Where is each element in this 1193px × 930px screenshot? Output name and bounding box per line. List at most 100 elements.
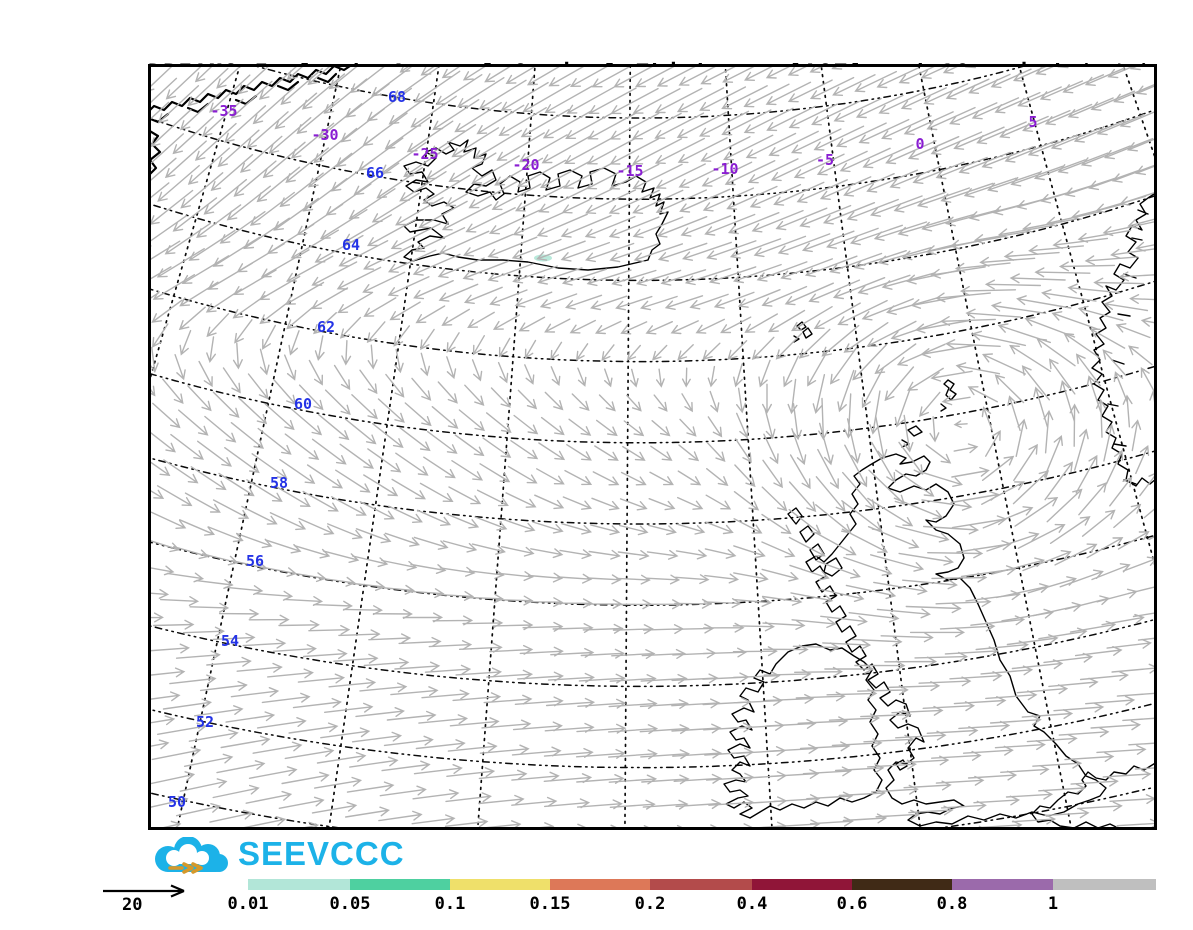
wind-arrow [902, 579, 958, 590]
wind-arrow [435, 74, 483, 106]
wind-arrow [655, 163, 706, 189]
wind-arrow [540, 161, 590, 189]
colorbar-tick-label: 0.1 [434, 894, 466, 914]
wind-arrow [1093, 277, 1145, 288]
wind-arrow [727, 340, 748, 361]
wind-arrow [527, 572, 564, 583]
wind-arrow [498, 107, 547, 136]
wind-arrow [894, 389, 911, 428]
wind-arrow [724, 160, 776, 186]
wind-arrow [481, 719, 532, 730]
wind-arrow [941, 395, 971, 406]
wind-arrow [923, 83, 969, 105]
wind-arrow [1067, 97, 1114, 119]
wind-arrow [641, 648, 687, 659]
wind-arrow [815, 476, 846, 512]
wind-arrow [997, 323, 1051, 344]
wind-arrow [862, 144, 914, 169]
wind-arrow [747, 158, 799, 184]
wind-arrow [505, 64, 541, 84]
wind-arrow [677, 496, 704, 510]
wind-arrow [809, 76, 855, 100]
wind-arrow [412, 253, 461, 276]
wind-arrow [498, 571, 534, 582]
wind-arrow [870, 554, 925, 572]
wind-arrow [511, 746, 562, 757]
wind-arrow [536, 240, 586, 261]
wind-arrow [328, 64, 361, 90]
wind-arrow [279, 172, 324, 208]
wind-arrow [788, 103, 838, 129]
latitude-label: 62 [317, 318, 335, 336]
wind-arrow [318, 103, 363, 139]
wind-arrow [812, 374, 826, 415]
wind-arrow [403, 145, 450, 178]
wind-arrow [238, 397, 268, 425]
wind-arrow [217, 129, 260, 168]
wind-arrow [249, 191, 295, 226]
wind-arrow [411, 814, 456, 825]
wind-arrow [655, 189, 707, 214]
wind-arrow [151, 323, 169, 348]
wind-arrow [822, 202, 876, 225]
wind-arrow [617, 550, 650, 560]
wind-arrow [806, 791, 854, 802]
wind-arrow [590, 295, 628, 311]
wind-arrow [1131, 419, 1142, 452]
wind-arrow [622, 445, 646, 461]
wind-arrow [284, 433, 320, 460]
wind-arrow [388, 505, 423, 523]
wind-arrow [720, 316, 752, 334]
wind-arrow [721, 85, 768, 110]
wind-arrow [421, 689, 470, 700]
wind-arrow [654, 87, 703, 114]
wind-arrow [552, 623, 594, 633]
wind-arrow [761, 285, 808, 307]
wind-arrow [601, 344, 615, 361]
wind-arrow [236, 532, 273, 549]
wind-arrow [316, 751, 367, 764]
wind-arrow [986, 531, 1040, 552]
wind-arrow [871, 441, 896, 483]
wind-arrow [359, 682, 408, 693]
coastline-path [316, 72, 338, 84]
wind-arrow [958, 151, 1011, 174]
wind-arrow [197, 440, 232, 467]
wind-arrow [619, 498, 648, 511]
colorbar-segment [650, 879, 752, 890]
wind-arrow [379, 785, 427, 797]
wind-arrow [224, 447, 260, 474]
wind-arrow [702, 342, 721, 361]
wind-arrow [855, 94, 904, 119]
wind-arrow [194, 64, 216, 83]
wind-arrow [530, 548, 564, 559]
wind-arrow [921, 499, 973, 511]
wind-arrow [761, 541, 796, 558]
wind-arrow [224, 105, 267, 143]
wind-arrow [1075, 353, 1101, 387]
wind-arrow [525, 597, 564, 608]
wind-arrow [989, 715, 1042, 726]
wind-arrow [791, 618, 837, 629]
wind-arrow [479, 463, 511, 483]
wind-arrow [1135, 444, 1150, 475]
wind-arrow [517, 389, 538, 410]
wind-arrow [1059, 569, 1104, 588]
wind-arrow [259, 301, 290, 325]
wind-arrow [268, 117, 312, 154]
wind-arrow [424, 664, 472, 675]
wind-arrow [388, 91, 435, 125]
wind-arrow [670, 320, 699, 335]
coastline-path [895, 759, 908, 771]
wind-arrow [765, 81, 812, 106]
wind-arrow [505, 492, 537, 508]
wind-arrow [736, 387, 746, 414]
wind-arrow [907, 367, 944, 391]
wind-arrow [507, 465, 538, 484]
wind-arrow [780, 258, 833, 280]
wind-arrow [447, 742, 498, 752]
wind-arrow [679, 188, 731, 213]
wind-arrow [482, 437, 512, 458]
wind-arrow [178, 306, 206, 331]
wind-arrow [854, 70, 897, 93]
